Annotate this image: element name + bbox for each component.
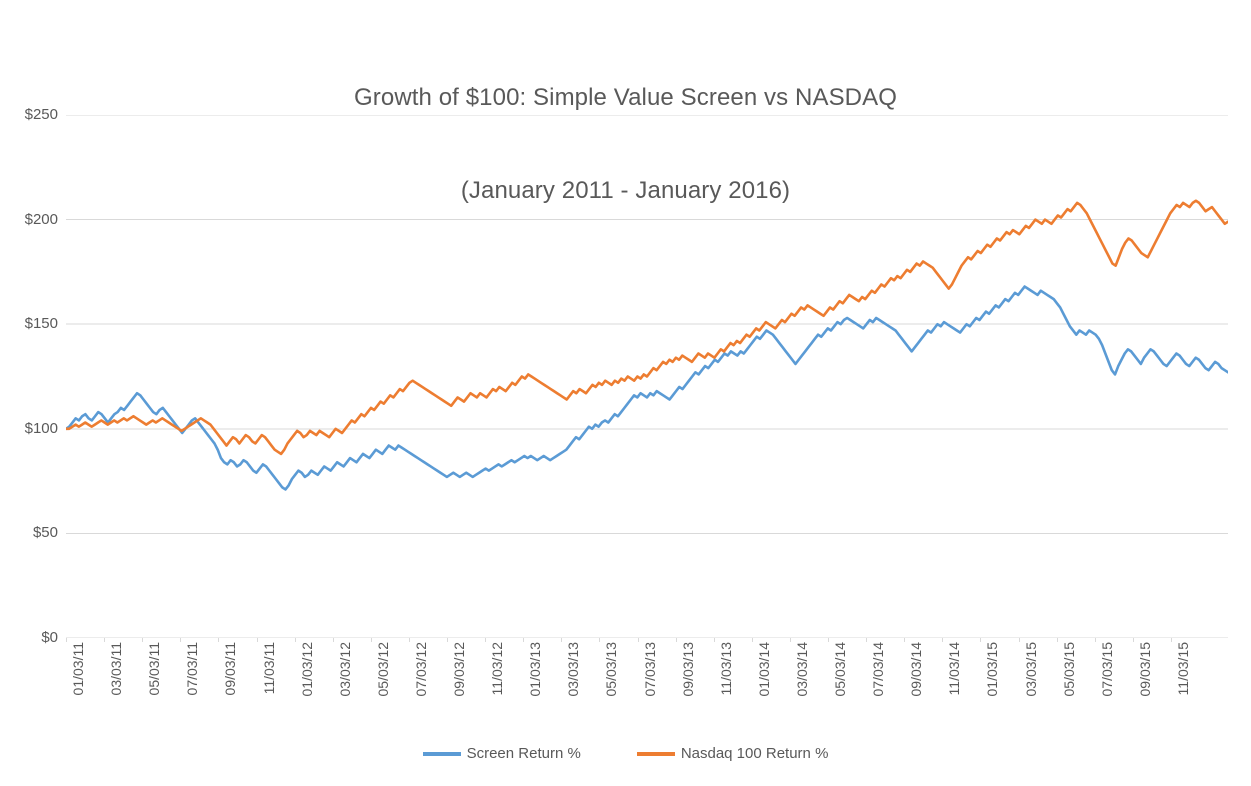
y-axis: $0 $50 $100 $150 $200 $250 <box>0 107 58 645</box>
x-tick-mark <box>561 638 563 642</box>
x-tick-label: 01/03/15 <box>984 642 1001 697</box>
x-tick-label: 01/03/11 <box>70 642 86 696</box>
x-tick-label: 05/03/11 <box>146 642 163 696</box>
x-tick-mark <box>104 638 106 642</box>
x-tick-mark <box>675 638 677 642</box>
x-tick-label: 03/03/15 <box>1022 642 1039 697</box>
x-tick-label: 07/03/15 <box>1098 642 1115 697</box>
x-tick-mark <box>180 638 182 642</box>
chart-title-line-1: Growth of $100: Simple Value Screen vs N… <box>354 84 897 111</box>
x-tick-label: 07/03/14 <box>870 642 887 697</box>
x-tick-label: 03/03/13 <box>565 642 582 697</box>
x-tick-mark <box>1132 638 1134 642</box>
chart-title-line-2: (January 2011 - January 2016) <box>460 177 791 204</box>
x-tick-label: 07/03/11 <box>184 642 201 696</box>
x-tick-label: 09/03/12 <box>451 642 467 697</box>
x-tick-label: 09/03/15 <box>1136 642 1153 697</box>
x-tick-label: 03/03/11 <box>108 642 125 696</box>
x-tick-mark <box>713 638 715 642</box>
plot-area <box>66 115 1228 638</box>
x-tick-mark <box>66 638 67 642</box>
series-line-nasdaq-return <box>66 199 1228 456</box>
x-tick-label: 07/03/12 <box>412 642 429 697</box>
x-tick-mark <box>1056 638 1058 642</box>
x-tick-label: 09/03/11 <box>222 642 239 696</box>
chart-legend: Screen Return % Nasdaq 100 Return % <box>0 740 1251 768</box>
x-tick-label: 09/03/13 <box>679 642 696 697</box>
x-tick-label: 01/03/12 <box>298 642 315 697</box>
x-tick-label: 05/03/14 <box>832 642 848 697</box>
x-tick-label: 01/03/13 <box>527 642 544 697</box>
legend-label-screen-return: Screen Return % <box>466 745 581 762</box>
x-tick-mark <box>904 638 906 642</box>
y-tick-label: $100 <box>24 419 58 437</box>
legend-swatch-screen-return <box>422 752 461 756</box>
x-tick-mark <box>256 638 258 642</box>
x-tick-mark <box>866 638 868 642</box>
series-line-screen-return <box>66 285 1228 491</box>
x-tick-mark <box>789 638 791 642</box>
x-tick-label: 11/03/11 <box>260 642 277 695</box>
x-tick-label: 11/03/12 <box>489 642 506 696</box>
x-tick-mark <box>332 638 334 642</box>
x-tick-mark <box>523 638 525 642</box>
x-tick-mark <box>408 638 410 642</box>
x-tick-label: 03/03/12 <box>336 642 353 697</box>
x-tick-label: 07/03/13 <box>641 642 658 697</box>
x-axis: 01/03/11 03/03/11 05/03/11 07/03/11 09/03/11… <box>66 638 1228 732</box>
x-tick-mark <box>599 638 601 642</box>
x-tick-mark <box>751 638 753 642</box>
x-tick-label: 05/03/15 <box>1060 642 1077 697</box>
x-tick-label: 11/03/13 <box>717 642 734 696</box>
x-tick-label: 05/03/12 <box>374 642 391 697</box>
x-tick-label: 11/03/15 <box>1174 642 1191 696</box>
x-tick-label: 11/03/14 <box>946 642 963 696</box>
plot-svg <box>66 115 1228 638</box>
legend-label-nasdaq-return: Nasdaq 100 Return % <box>680 745 829 762</box>
y-tick-label: $0 <box>41 629 58 646</box>
x-tick-mark <box>485 638 487 642</box>
x-tick-mark <box>294 638 296 642</box>
y-tick-label: $50 <box>32 524 58 542</box>
x-tick-label: 01/03/14 <box>755 642 772 697</box>
x-tick-mark <box>980 638 982 642</box>
x-tick-label: 09/03/14 <box>908 642 925 697</box>
x-tick-mark <box>1094 638 1096 642</box>
y-tick-label: $250 <box>24 106 58 123</box>
x-tick-mark <box>218 638 220 642</box>
legend-item-nasdaq-return[interactable]: Nasdaq 100 Return % <box>636 745 829 762</box>
x-tick-mark <box>1018 638 1020 642</box>
x-tick-mark <box>370 638 372 642</box>
series-lines <box>66 199 1228 491</box>
legend-item-screen-return[interactable]: Screen Return % <box>422 745 581 762</box>
x-tick-label: 05/03/13 <box>603 642 620 697</box>
y-tick-label: $200 <box>24 210 58 228</box>
x-tick-mark <box>942 638 944 642</box>
x-tick-mark <box>828 638 829 642</box>
x-tick-mark <box>447 638 448 642</box>
x-tick-mark <box>1170 638 1172 642</box>
legend-swatch-nasdaq-return <box>636 752 675 756</box>
x-tick-label: 03/03/14 <box>793 642 810 697</box>
x-tick-mark <box>142 638 144 642</box>
x-tick-mark <box>637 638 639 642</box>
chart-title: Growth of $100: Simple Value Screen vs N… <box>0 20 1251 268</box>
y-tick-label: $150 <box>24 315 58 333</box>
